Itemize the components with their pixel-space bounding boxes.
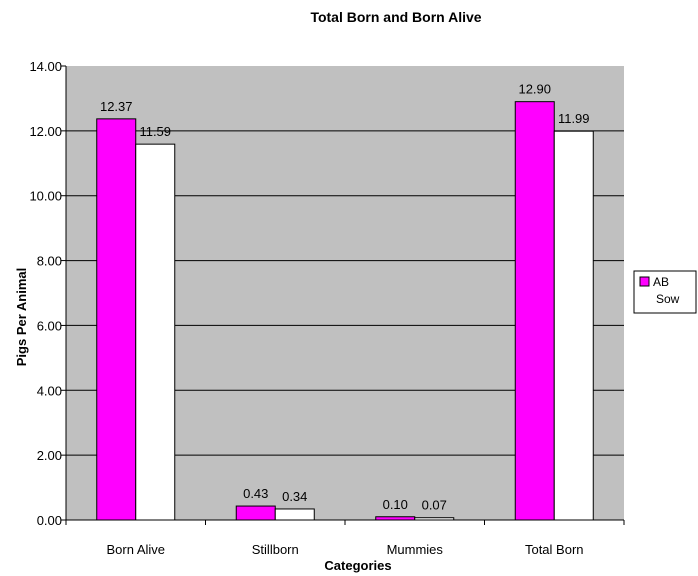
legend-swatch-ab <box>639 276 650 287</box>
bars <box>96 101 594 521</box>
x-axis-ticks: Born Alive Stillborn Mummies Total Born <box>65 520 625 557</box>
data-label: 0.43 <box>243 486 268 501</box>
bar-sow-born-alive <box>135 143 176 521</box>
data-label: 0.34 <box>282 489 307 504</box>
legend-label-ab: AB <box>653 275 669 289</box>
data-label: 12.90 <box>518 82 551 97</box>
data-label: 12.37 <box>100 99 133 114</box>
y-tick-label: 6.00 <box>37 318 62 333</box>
y-tick-label: 8.00 <box>37 254 62 269</box>
data-label: 0.10 <box>383 497 408 512</box>
y-tick-label: 10.00 <box>29 189 62 204</box>
data-labels: 12.37 11.59 0.43 0.34 0.10 0.07 12.90 11.99 <box>100 82 590 513</box>
data-label: 0.07 <box>422 498 447 513</box>
bar-sow-stillborn <box>274 508 315 521</box>
y-axis-title: Pigs Per Animal <box>14 268 29 367</box>
legend-swatch-sow <box>639 293 650 304</box>
bar-ab-total-born <box>514 101 555 521</box>
x-axis-title: Categories <box>324 558 391 573</box>
data-label: 11.99 <box>558 111 590 126</box>
chart-title: Total Born and Born Alive <box>310 9 481 25</box>
legend-label-sow: Sow <box>656 292 680 306</box>
legend: AB Sow <box>633 270 697 314</box>
data-label: 11.59 <box>139 124 171 139</box>
bar-ab-born-alive <box>96 118 137 521</box>
bar-ab-stillborn <box>235 505 276 521</box>
y-tick-label: 2.00 <box>37 448 62 463</box>
y-tick-label: 4.00 <box>37 383 62 398</box>
bar-sow-total-born <box>553 130 594 521</box>
y-tick-label: 12.00 <box>29 124 62 139</box>
x-tick-label: Total Born <box>525 542 584 557</box>
x-tick-label: Stillborn <box>252 542 299 557</box>
y-axis-ticks: 0.00 2.00 4.00 6.00 8.00 10.00 12.00 14.00 <box>29 59 66 528</box>
y-tick-label: 0.00 <box>37 513 62 528</box>
x-tick-label: Mummies <box>387 542 444 557</box>
x-tick-label: Born Alive <box>106 542 165 557</box>
y-tick-label: 14.00 <box>29 59 62 74</box>
